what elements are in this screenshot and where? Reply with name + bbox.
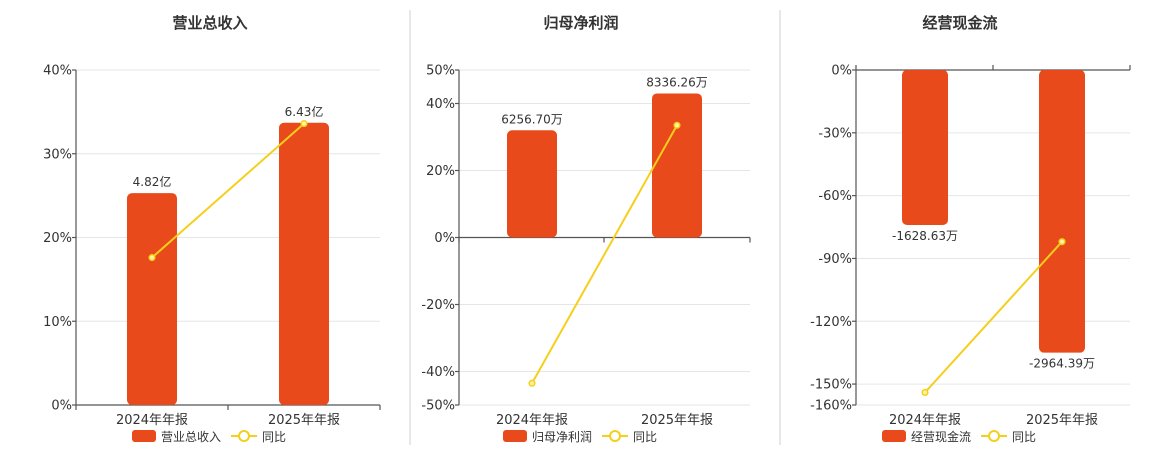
bar-data-label: -1628.63万 xyxy=(892,229,958,243)
legend-bar-label: 经营现金流 xyxy=(911,429,971,444)
yoy-point xyxy=(1058,238,1066,246)
yoy-line xyxy=(531,124,678,384)
legend-line-label: 同比 xyxy=(633,430,657,444)
y-tick-label: 20% xyxy=(426,164,455,179)
legend-line-label: 同比 xyxy=(1012,430,1036,444)
yoy-line xyxy=(151,122,305,259)
y-tick-label: -150% xyxy=(810,378,852,393)
bar xyxy=(652,93,702,238)
legend-line-marker xyxy=(609,430,622,442)
bar-data-label: 6.43亿 xyxy=(285,104,324,119)
yoy-point xyxy=(300,120,308,128)
chart-title: 营业总收入 xyxy=(172,14,247,32)
bar xyxy=(127,193,177,405)
y-tick-label: 0% xyxy=(434,231,455,246)
y-tick-label: 40% xyxy=(426,97,455,112)
yoy-point xyxy=(528,379,536,387)
chart-panel-3: 经营现金流 0% -30% -60% -90% -120% -150% -160% -1628.… xyxy=(810,14,1131,444)
bar-data-label: 6256.70万 xyxy=(501,112,563,126)
y-tick-label: -50% xyxy=(421,399,455,414)
legend-bar-swatch xyxy=(882,430,906,442)
x-tick-label: 2024年年报 xyxy=(889,413,961,428)
y-tick-label: -20% xyxy=(421,298,455,313)
bar xyxy=(279,122,329,405)
bar xyxy=(507,130,557,238)
x-tick-label: 2024年年报 xyxy=(116,413,188,428)
x-tick-label: 2025年年报 xyxy=(641,413,713,428)
bar-data-label: 4.82亿 xyxy=(133,174,172,189)
bar xyxy=(1039,70,1085,353)
legend-bar-label: 营业总收入 xyxy=(161,430,221,444)
y-tick-label: -120% xyxy=(810,315,852,330)
y-tick-label: 50% xyxy=(426,64,455,79)
chart-panel-2: 归母净利润 50% 40% 20% 0% -20% -40% -50% 6256.70万 8336… xyxy=(421,14,751,444)
chart-title: 归母净利润 xyxy=(543,14,618,32)
x-tick-label: 2025年年报 xyxy=(268,413,340,428)
bar-data-label: 8336.26万 xyxy=(646,75,708,89)
y-tick-label: 20% xyxy=(43,231,72,246)
y-tick-label: 30% xyxy=(43,147,72,162)
yoy-line xyxy=(924,241,1063,394)
y-tick-label: 0% xyxy=(51,399,72,414)
bar xyxy=(902,70,948,225)
legend-line-marker xyxy=(988,430,1001,442)
legend: 经营现金流 同比 xyxy=(882,429,1036,444)
x-tick-label: 2024年年报 xyxy=(496,413,568,428)
legend-bar-swatch xyxy=(132,430,156,442)
legend-line-marker xyxy=(238,430,251,442)
yoy-point xyxy=(673,121,681,129)
bar-data-label: -2964.39万 xyxy=(1029,357,1095,371)
y-tick-label: -30% xyxy=(818,126,852,141)
y-tick-label: -160% xyxy=(810,399,852,414)
yoy-point xyxy=(921,388,929,396)
y-tick-label: -40% xyxy=(421,365,455,380)
legend: 归母净利润 同比 xyxy=(503,430,657,444)
y-tick-label: -60% xyxy=(818,189,852,204)
y-tick-label: 10% xyxy=(43,315,72,330)
chart-panel-1: 营业总收入 0% 10% 20% 30% 40% 4.82亿 6.43亿 2024年年报 2025… xyxy=(43,14,381,444)
legend-line-label: 同比 xyxy=(262,430,286,444)
x-tick-label: 2025年年报 xyxy=(1026,413,1098,428)
chart-title: 经营现金流 xyxy=(922,14,997,32)
y-tick-label: 40% xyxy=(43,64,72,79)
y-tick-label: 0% xyxy=(831,64,852,79)
legend-bar-label: 归母净利润 xyxy=(532,430,592,444)
yoy-point xyxy=(148,254,156,262)
legend-bar-swatch xyxy=(503,430,527,442)
legend: 营业总收入 同比 xyxy=(132,430,286,444)
y-tick-label: -90% xyxy=(818,252,852,267)
